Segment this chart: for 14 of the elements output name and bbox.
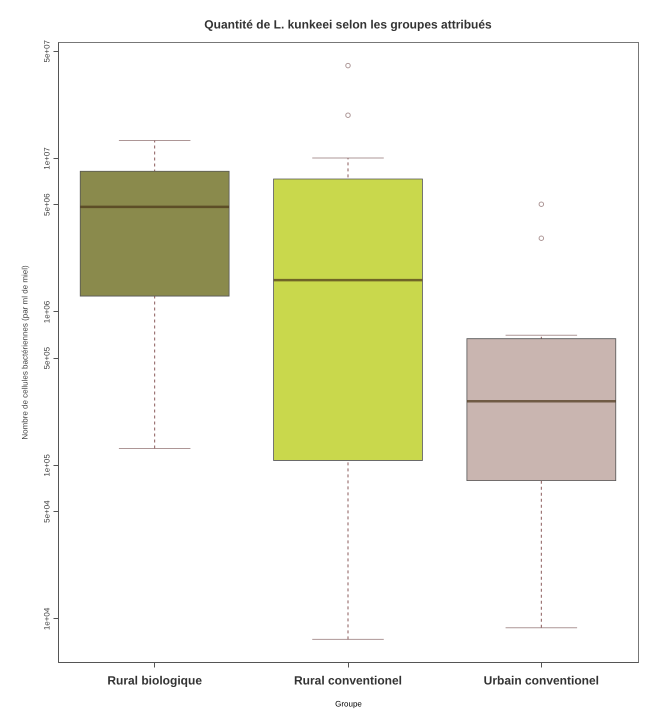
x-axis-title: Groupe (335, 700, 362, 708)
y-tick-label: 1e+06 (42, 300, 52, 324)
y-tick-label: 5e+04 (42, 500, 52, 523)
y-tick-label: 1e+04 (42, 607, 52, 630)
y-tick-label: 5e+06 (42, 192, 52, 216)
x-tick-label: Rural biologique (107, 674, 202, 688)
x-tick-label: Urbain conventionel (484, 674, 600, 688)
y-tick-label: 1e+07 (42, 146, 52, 170)
y-axis-title: Nombre de cellules bactériennes (par ml de miel) (20, 265, 30, 440)
x-tick-label: Rural conventionel (294, 674, 402, 688)
chart-title: Quantité de L. kunkeei selon les groupes attribués (204, 18, 492, 32)
y-tick-label: 5e+07 (42, 39, 52, 62)
y-tick-label: 1e+05 (42, 454, 52, 477)
y-tick-label: 5e+05 (42, 346, 52, 370)
